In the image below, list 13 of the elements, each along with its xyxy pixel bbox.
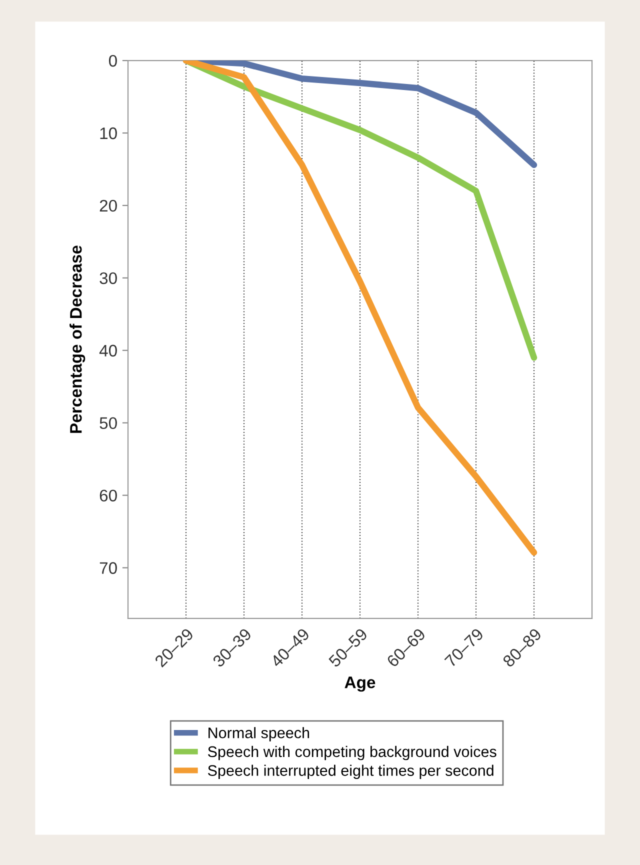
legend-label: Speech with competing background voices [208, 746, 496, 760]
y-tick-label: 40 [99, 344, 117, 357]
y-tick-label: 10 [100, 127, 117, 140]
legend-label: Speech interrupted eight times per second [208, 764, 494, 779]
y-tick-label: 30 [100, 272, 117, 284]
y-tick-label: 0 [108, 54, 117, 67]
x-axis-title: Age [344, 676, 376, 692]
y-tick-label: 50 [100, 417, 117, 430]
y-axis-title: Percentage of Decrease [70, 246, 86, 433]
legend-label: Normal speech [208, 727, 310, 742]
y-tick-label: 70 [100, 562, 117, 574]
y-tick-label: 20 [100, 200, 117, 212]
y-tick-label: 60 [100, 490, 117, 502]
